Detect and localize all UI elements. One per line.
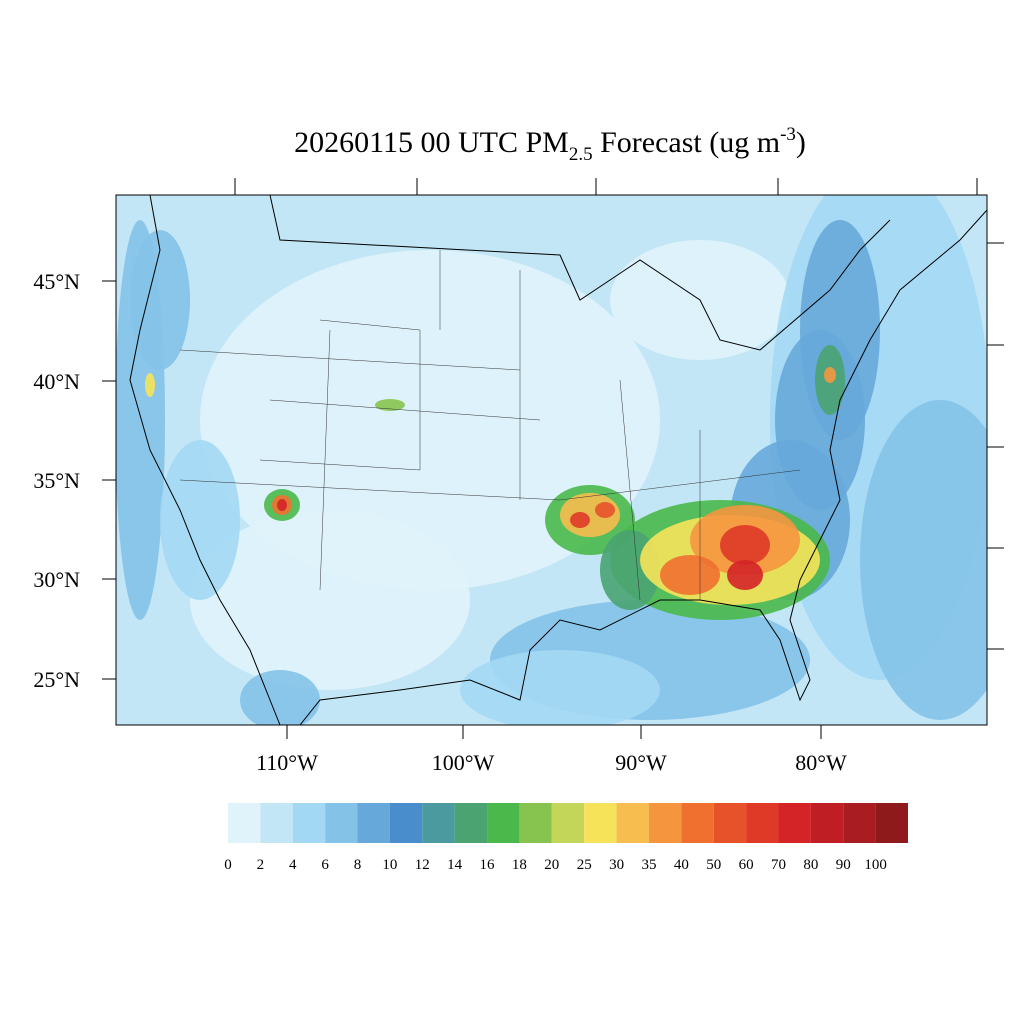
- colorbar-label: 8: [354, 857, 362, 873]
- colorbar-box: [551, 803, 585, 843]
- concentration-area: [570, 512, 590, 528]
- colorbar-label: 25: [577, 857, 592, 873]
- colorbar-box: [325, 803, 358, 843]
- concentration-area: [375, 399, 405, 411]
- colorbar-label: 16: [480, 857, 496, 873]
- colorbar-label: 35: [641, 857, 656, 873]
- colorbar-box: [487, 803, 520, 843]
- concentration-area: [660, 555, 720, 595]
- colorbar-box: [746, 803, 779, 843]
- concentration-area: [595, 502, 615, 518]
- title-end: ): [796, 126, 806, 159]
- colorbar-label: 90: [836, 857, 851, 873]
- colorbar-box: [422, 803, 455, 843]
- colorbar-box: [519, 803, 552, 843]
- lon-label: 80°W: [795, 750, 847, 775]
- colorbar-label: 20: [544, 857, 559, 873]
- concentration-area: [824, 367, 836, 383]
- colorbar-box: [713, 803, 747, 843]
- lon-label: 90°W: [615, 750, 667, 775]
- title-middle: Forecast (ug m: [593, 126, 780, 159]
- title-sup: -3: [780, 124, 796, 145]
- colorbar-label: 14: [447, 857, 463, 873]
- colorbar-label: 18: [512, 857, 527, 873]
- lat-label: 35°N: [33, 468, 80, 493]
- concentration-area: [200, 250, 660, 590]
- concentration-area: [720, 525, 770, 565]
- concentration-area: [277, 499, 287, 511]
- colorbar-label: 12: [415, 857, 430, 873]
- title: 20260115 00 UTC PM2.5 Forecast (ug m-3): [294, 124, 806, 165]
- colorbar-box: [616, 803, 649, 843]
- colorbar-label: 30: [609, 857, 624, 873]
- colorbar-box: [454, 803, 488, 843]
- colorbar-box: [778, 803, 811, 843]
- colorbar-box: [228, 803, 261, 843]
- colorbar-box: [357, 803, 390, 843]
- colorbar-label: 4: [289, 857, 297, 873]
- concentration-area: [727, 560, 763, 590]
- concentration-area: [145, 373, 155, 397]
- concentration-area: [240, 670, 320, 725]
- map: [116, 195, 987, 725]
- lat-label: 30°N: [33, 567, 80, 592]
- colorbar-label: 100: [864, 857, 887, 873]
- colorbar-label: 70: [771, 857, 786, 873]
- lon-label: 110°W: [256, 750, 318, 775]
- map-frame: [115, 194, 988, 726]
- colorbar-label: 50: [706, 857, 721, 873]
- lat-label: 25°N: [33, 667, 80, 692]
- lon-label: 100°W: [432, 750, 495, 775]
- colorbar-box: [648, 803, 682, 843]
- colorbar-label: 80: [803, 857, 818, 873]
- colorbar-box: [260, 803, 293, 843]
- colorbar-label: 0: [224, 857, 232, 873]
- colorbar-box: [875, 803, 908, 843]
- state-borders: [179, 250, 801, 601]
- colorbar-box: [292, 803, 326, 843]
- concentration-area: [460, 650, 660, 725]
- colorbar-label: 60: [739, 857, 754, 873]
- colorbar-label: 40: [674, 857, 689, 873]
- lat-label: 45°N: [33, 269, 80, 294]
- concentration-area: [190, 510, 470, 690]
- tick-marks: [102, 178, 1004, 739]
- title-main: 20260115 00 UTC PM: [294, 126, 569, 159]
- concentration-area: [860, 400, 987, 720]
- colorbar-label: 2: [257, 857, 265, 873]
- coastline: [129, 195, 987, 725]
- colorbar-box: [843, 803, 876, 843]
- colorbar-label: 10: [382, 857, 397, 873]
- colorbar-box: [389, 803, 423, 843]
- concentration-area: [130, 230, 190, 370]
- colorbar-box: [681, 803, 714, 843]
- concentration-area: [160, 440, 240, 600]
- title-sub: 2.5: [569, 144, 593, 165]
- lat-label: 40°N: [33, 369, 80, 394]
- colorbar-box: [810, 803, 844, 843]
- colorbar-label: 6: [321, 857, 329, 873]
- colorbar-box: [584, 803, 617, 843]
